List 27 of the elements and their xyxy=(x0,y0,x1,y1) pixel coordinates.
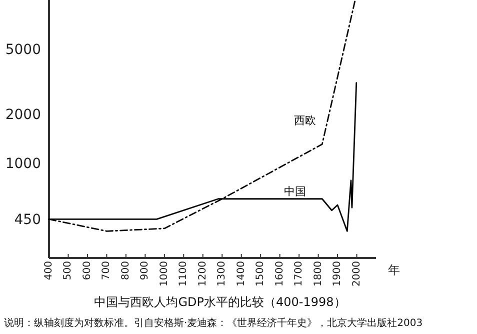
plot: 西欧 中国 450 1000 2000 5000 400 500 600 700 800 900 1000 1100 1200 1300 1400 1500 1600 1700 1800 1900 2000 年 xyxy=(5,0,400,286)
x-tick-label: 1200 xyxy=(197,261,208,286)
x-tick-label: 400 xyxy=(44,261,54,280)
x-tick-label: 1700 xyxy=(294,261,305,286)
x-tick-label: 1600 xyxy=(274,261,286,286)
x-tick-label: 1500 xyxy=(255,261,266,286)
series-label: 中国 xyxy=(284,184,306,198)
series-label: 西欧 xyxy=(294,114,316,128)
x-tick-label: 1100 xyxy=(178,261,190,286)
text: 说明：纵轴刻度为对数标准。引自安格斯·麦迪森：《世界经济千年史》，北京大学出版社2003 xyxy=(4,317,423,329)
y-tick-label: 450 xyxy=(14,212,41,228)
x-tick-label: 700 xyxy=(101,261,112,280)
x-tick-label: 1400 xyxy=(236,261,247,286)
y-tick-label: 2000 xyxy=(5,106,41,123)
y-tick-label: 1000 xyxy=(5,156,41,172)
text: 中国与西欧人均GDP水平的比较（400-1998） xyxy=(94,295,346,309)
x-tick-label: 2000 xyxy=(351,261,362,286)
x-tick-label: 1000 xyxy=(158,261,170,286)
x-tick-label: 1800 xyxy=(312,261,324,286)
x-tick-label: 1900 xyxy=(332,261,344,286)
x-tick-label: 500 xyxy=(62,261,74,280)
y-tick-label: 5000 xyxy=(5,42,41,58)
x-tick-label: 800 xyxy=(120,261,132,280)
x-tick-label: 900 xyxy=(140,261,151,280)
x-tick-label: 1300 xyxy=(216,261,228,286)
x-tick-label: 600 xyxy=(82,261,93,280)
x-axis-title: 年 xyxy=(388,263,400,277)
